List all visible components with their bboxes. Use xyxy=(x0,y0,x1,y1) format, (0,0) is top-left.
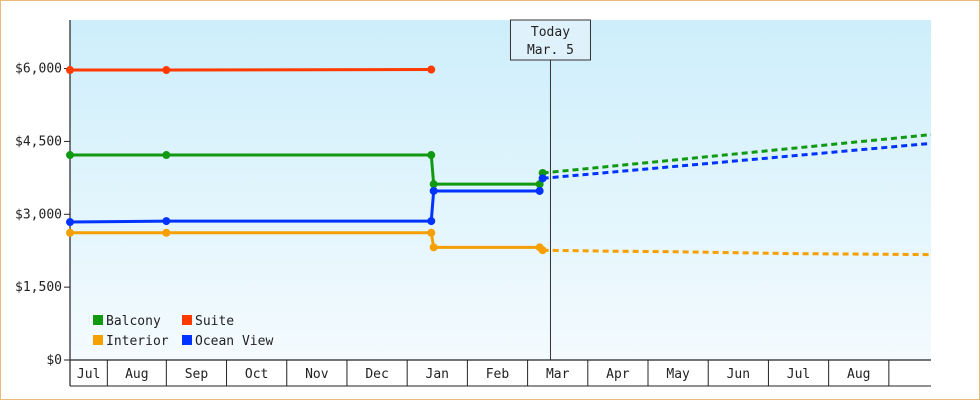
y-tick-label: $4,500 xyxy=(15,134,62,149)
y-tick-label: $1,500 xyxy=(15,280,62,295)
data-point xyxy=(535,186,544,195)
x-tick-label: Dec xyxy=(365,367,388,382)
data-point xyxy=(427,65,436,74)
today-box xyxy=(509,19,591,61)
x-tick-label: Sep xyxy=(185,367,209,382)
legend-label: Interior xyxy=(106,334,169,349)
data-point xyxy=(66,66,74,75)
x-tick-label: Feb xyxy=(486,367,510,382)
data-point xyxy=(429,186,438,195)
y-tick-label: $3,000 xyxy=(15,207,62,222)
series-forecast-ocean-view xyxy=(542,141,932,180)
legend-swatch xyxy=(182,315,192,325)
data-point xyxy=(427,228,436,237)
x-tick-label: Mar xyxy=(546,367,570,382)
x-tick-label: Oct xyxy=(245,367,268,382)
y-tick-label: $6,000 xyxy=(15,62,62,77)
x-tick-label: Jul xyxy=(77,367,100,382)
data-point xyxy=(429,243,438,252)
x-tick-label: Nov xyxy=(305,367,329,382)
today-label: Today xyxy=(531,25,570,40)
series-forecast-interior xyxy=(542,248,932,257)
legend-label: Ocean View xyxy=(195,334,273,349)
data-point xyxy=(66,228,74,237)
legend-swatch xyxy=(182,335,192,345)
legend-swatch xyxy=(93,315,103,325)
series-forecast-balcony xyxy=(542,133,932,175)
data-point xyxy=(538,246,547,255)
data-point xyxy=(427,151,436,160)
y-tick-label: $0 xyxy=(46,353,62,368)
data-point xyxy=(162,217,171,226)
x-tick-label: Jan xyxy=(426,367,449,382)
legend-label: Balcony xyxy=(106,314,161,329)
legend-swatch xyxy=(93,335,103,345)
data-point xyxy=(427,217,436,226)
today-date: Mar. 5 xyxy=(527,43,574,58)
x-tick-label: May xyxy=(666,367,690,382)
data-point xyxy=(66,151,74,160)
data-point xyxy=(66,218,74,227)
data-point xyxy=(429,180,438,189)
data-point xyxy=(162,66,171,75)
data-point xyxy=(162,228,171,237)
data-point xyxy=(162,151,171,160)
data-point xyxy=(538,174,547,183)
legend-label: Suite xyxy=(195,314,234,329)
x-tick-label: Apr xyxy=(606,367,630,382)
x-tick-label: Aug xyxy=(125,367,148,382)
x-tick-label: Jun xyxy=(727,367,750,382)
x-tick-label: Jul xyxy=(787,367,810,382)
x-tick-label: Aug xyxy=(847,367,870,382)
